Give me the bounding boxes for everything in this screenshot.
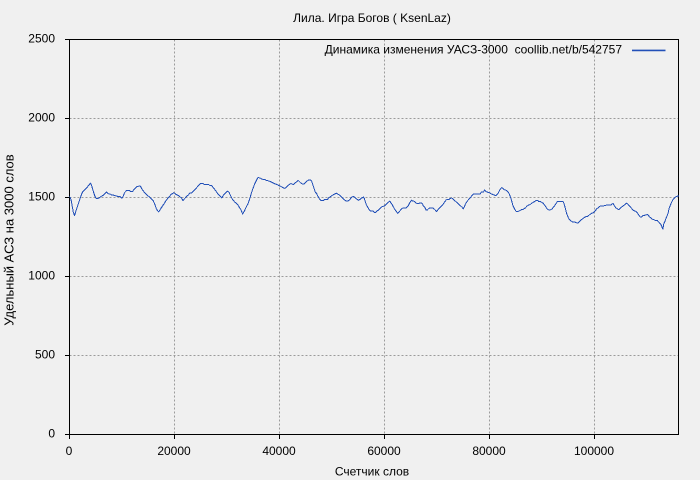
svg-text:Счетчик слов: Счетчик слов: [335, 465, 409, 479]
svg-text:80000: 80000: [472, 444, 506, 458]
svg-text:20000: 20000: [157, 444, 191, 458]
svg-text:1500: 1500: [28, 190, 55, 204]
svg-text:2500: 2500: [28, 32, 55, 46]
svg-text:1000: 1000: [28, 269, 55, 283]
svg-text:Динамика изменения УАСЗ-3000: Динамика изменения УАСЗ-3000 coollib.net…: [325, 43, 623, 57]
svg-text:2000: 2000: [28, 111, 55, 125]
svg-text:500: 500: [35, 348, 55, 362]
svg-text:100000: 100000: [574, 444, 614, 458]
svg-text:Лила. Игра Богов ( KsenLaz): Лила. Игра Богов ( KsenLaz): [293, 11, 451, 25]
svg-text:0: 0: [48, 427, 55, 441]
svg-text:60000: 60000: [367, 444, 401, 458]
svg-text:0: 0: [66, 444, 73, 458]
svg-text:40000: 40000: [262, 444, 296, 458]
svg-text:Удельный АСЗ на 3000 слов: Удельный АСЗ на 3000 слов: [2, 154, 17, 325]
